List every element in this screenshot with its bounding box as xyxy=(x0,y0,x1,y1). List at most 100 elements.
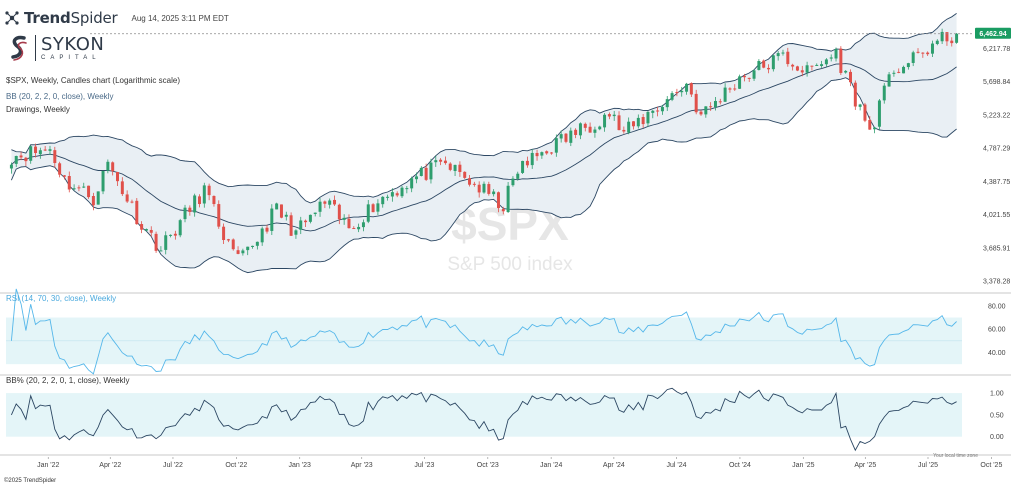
x-axis-tick: Jul '22 xyxy=(163,462,183,469)
candle-body xyxy=(299,220,303,230)
sykon-s-mark-icon xyxy=(11,35,27,61)
sykon-logo-main: SYKON xyxy=(41,33,105,55)
price-axis-tick: 5,698.84 xyxy=(983,79,1010,86)
candle-body xyxy=(468,178,472,185)
candle-body xyxy=(665,99,669,108)
candle-body xyxy=(824,59,828,65)
candle-body xyxy=(829,57,833,59)
candle-body xyxy=(241,250,245,254)
candle-body xyxy=(366,204,370,222)
candle-body xyxy=(550,152,554,154)
candle-body xyxy=(29,146,33,161)
candle-body xyxy=(386,196,390,198)
candle-body xyxy=(439,159,443,162)
candle-body xyxy=(545,151,549,154)
candle-body xyxy=(72,188,76,190)
candle-body xyxy=(144,229,148,231)
x-axis-tick: Jul '25 xyxy=(918,462,938,469)
x-axis-tick: Jan '24 xyxy=(540,462,562,469)
trendspider-logo-icon xyxy=(5,11,19,25)
candle-body xyxy=(67,176,71,190)
candle-body xyxy=(704,106,708,115)
candle-body xyxy=(424,167,428,180)
candle-body xyxy=(251,245,255,247)
price-axis-tick: 4,787.29 xyxy=(983,146,1010,153)
candle-body xyxy=(169,234,173,236)
legend-drawings[interactable]: Drawings, Weekly xyxy=(6,105,70,114)
candle-body xyxy=(188,207,192,212)
candle-body xyxy=(434,160,438,163)
candle-body xyxy=(593,129,597,133)
candle-body xyxy=(405,188,409,190)
candle-body xyxy=(294,230,298,235)
candle-body xyxy=(458,164,462,173)
candle-body xyxy=(140,224,144,230)
candle-body xyxy=(246,246,250,251)
x-axis-tick: Apr '24 xyxy=(603,462,625,469)
price-axis-tick: 4,021.55 xyxy=(983,212,1010,219)
x-axis-tick: Jul '23 xyxy=(414,462,434,469)
candle-body xyxy=(733,88,737,90)
candle-body xyxy=(149,229,153,233)
bbp-zone xyxy=(6,393,962,437)
legend-bb-percent[interactable]: BB% (20, 2, 2, 0, 1, close), Weekly xyxy=(6,376,130,385)
candle-body xyxy=(443,160,447,164)
candle-body xyxy=(902,66,906,74)
rsi-axis-tick: 40.00 xyxy=(988,350,1006,357)
candle-body xyxy=(940,31,944,42)
x-axis-tick: Oct '23 xyxy=(477,462,499,469)
candle-body xyxy=(62,175,66,177)
candle-body xyxy=(347,218,351,229)
candle-body xyxy=(839,48,843,73)
candle-body xyxy=(24,157,28,162)
price-axis-tick: 6,217.78 xyxy=(983,46,1010,53)
candle-body xyxy=(795,66,799,71)
candle-body xyxy=(641,117,645,125)
bollinger-band-fill xyxy=(11,13,957,273)
candle-body xyxy=(680,90,684,93)
candle-body xyxy=(58,163,62,175)
candle-body xyxy=(202,185,206,204)
candle-body xyxy=(82,186,86,188)
brand-name: TrendSpider xyxy=(24,9,118,27)
legend-rsi[interactable]: RSI (14, 70, 30, close), Weekly xyxy=(6,294,117,303)
candle-body xyxy=(574,129,578,135)
candle-body xyxy=(197,196,201,205)
candle-body xyxy=(627,121,631,133)
candle-body xyxy=(222,226,226,241)
candle-body xyxy=(53,150,57,164)
candle-body xyxy=(675,92,679,94)
candle-body xyxy=(752,70,756,79)
candle-body xyxy=(834,49,838,59)
candle-body xyxy=(849,71,852,83)
candle-body xyxy=(800,70,804,73)
candle-body xyxy=(323,201,327,204)
candle-body xyxy=(805,65,809,73)
x-axis-tick: Jan '22 xyxy=(37,462,59,469)
candle-body xyxy=(14,155,18,164)
candle-body xyxy=(815,64,819,66)
candle-body xyxy=(564,133,568,142)
candle-body xyxy=(279,204,283,218)
candle-body xyxy=(463,171,467,178)
candle-body xyxy=(9,164,13,169)
candle-body xyxy=(612,114,616,117)
timezone-label[interactable]: Your local time zone xyxy=(933,453,978,459)
candle-body xyxy=(718,101,722,103)
legend-bollinger[interactable]: BB (20, 2, 2, 0, close), Weekly xyxy=(6,92,114,101)
candle-body xyxy=(646,111,650,124)
candle-body xyxy=(342,217,346,220)
candle-body xyxy=(723,87,727,102)
candle-body xyxy=(583,123,587,128)
header-bar: TrendSpider Aug 14, 2025 3:11 PM EDT xyxy=(4,8,229,28)
candle-body xyxy=(767,67,771,70)
x-axis-tick: Oct '25 xyxy=(980,462,1002,469)
candle-body xyxy=(742,75,746,78)
candle-body xyxy=(728,88,732,90)
candle-body xyxy=(776,53,780,57)
candle-body xyxy=(135,200,139,225)
legend-main[interactable]: $SPX, Weekly, Candles chart (Logarithmic… xyxy=(6,76,180,85)
candle-body xyxy=(873,127,877,130)
